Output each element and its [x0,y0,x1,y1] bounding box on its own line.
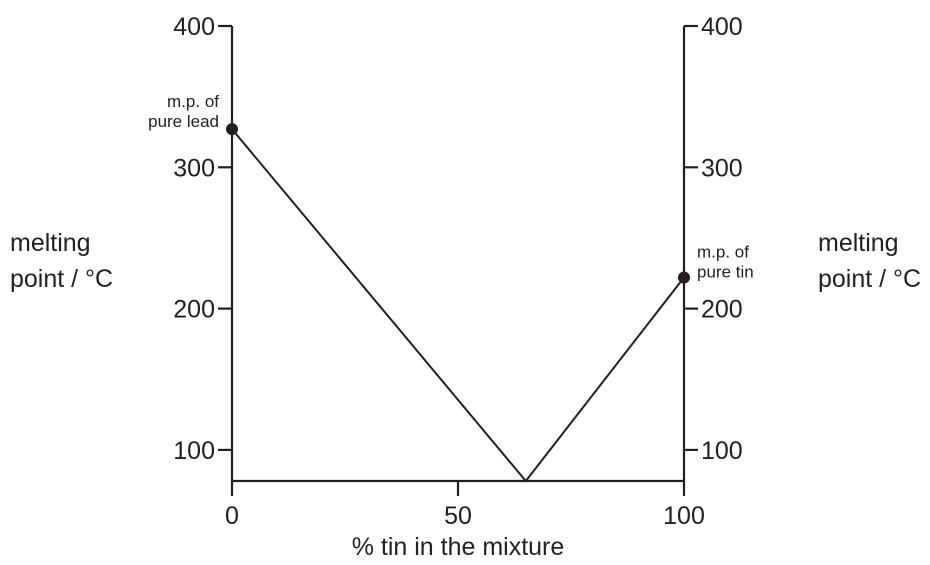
right-y-tick-label: 200 [701,296,743,324]
axis-title-line: point / °C [10,265,113,293]
axes [230,26,686,483]
axis-title-line: point / °C [818,265,921,293]
right-y-tick-label: 400 [701,13,743,41]
left-y-tick-label: 100 [173,437,215,465]
melting-point-line [231,128,685,483]
left-y-axis-title: melting point / °C [10,229,113,293]
series [231,128,685,483]
annotation-line: pure tin [697,263,754,282]
pure-lead-point [226,123,238,136]
left-y-tick-label: 300 [173,154,215,182]
pure-lead-label: m.p. of pure lead [148,92,219,131]
ticks: 100 100 200 200 300 300 400 400 0 50 100 [173,13,742,530]
annotation-line: m.p. of [697,243,749,262]
x-tick-label: 0 [225,502,239,530]
annotation-line: pure lead [148,112,219,131]
axis-title-line: melting [818,229,899,257]
annotation-line: m.p. of [167,92,219,111]
pure-tin-label: m.p. of pure tin [697,243,754,282]
left-y-tick-label: 400 [173,13,215,41]
left-y-tick-label: 200 [173,296,215,324]
pure-tin-point [678,271,690,284]
right-y-tick-label: 300 [701,154,743,182]
right-y-axis-title: melting point / °C [818,229,921,293]
x-axis-title: % tin in the mixture [352,533,565,561]
x-tick-label: 100 [663,502,705,530]
x-tick-label: 50 [444,502,472,530]
right-y-tick-label: 100 [701,437,743,465]
axis-title-line: melting [10,229,91,257]
